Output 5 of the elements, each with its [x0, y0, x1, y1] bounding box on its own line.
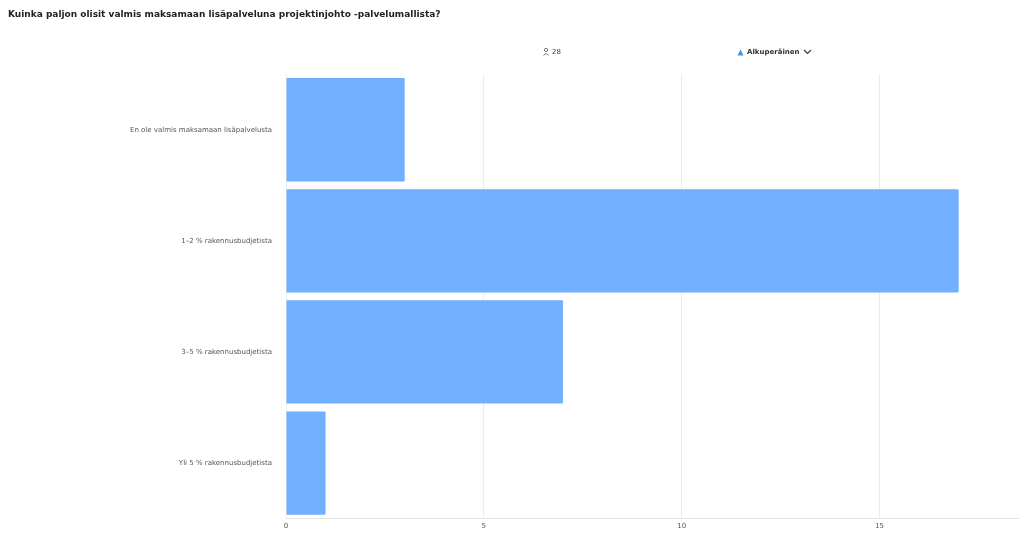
bar — [286, 189, 959, 293]
bar — [286, 411, 326, 515]
bar — [286, 78, 405, 182]
bar — [286, 300, 563, 404]
chart-title: Kuinka paljon olisit valmis maksamaan lisäpalveluna projektinjohto -palvelumallista? — [8, 9, 441, 19]
